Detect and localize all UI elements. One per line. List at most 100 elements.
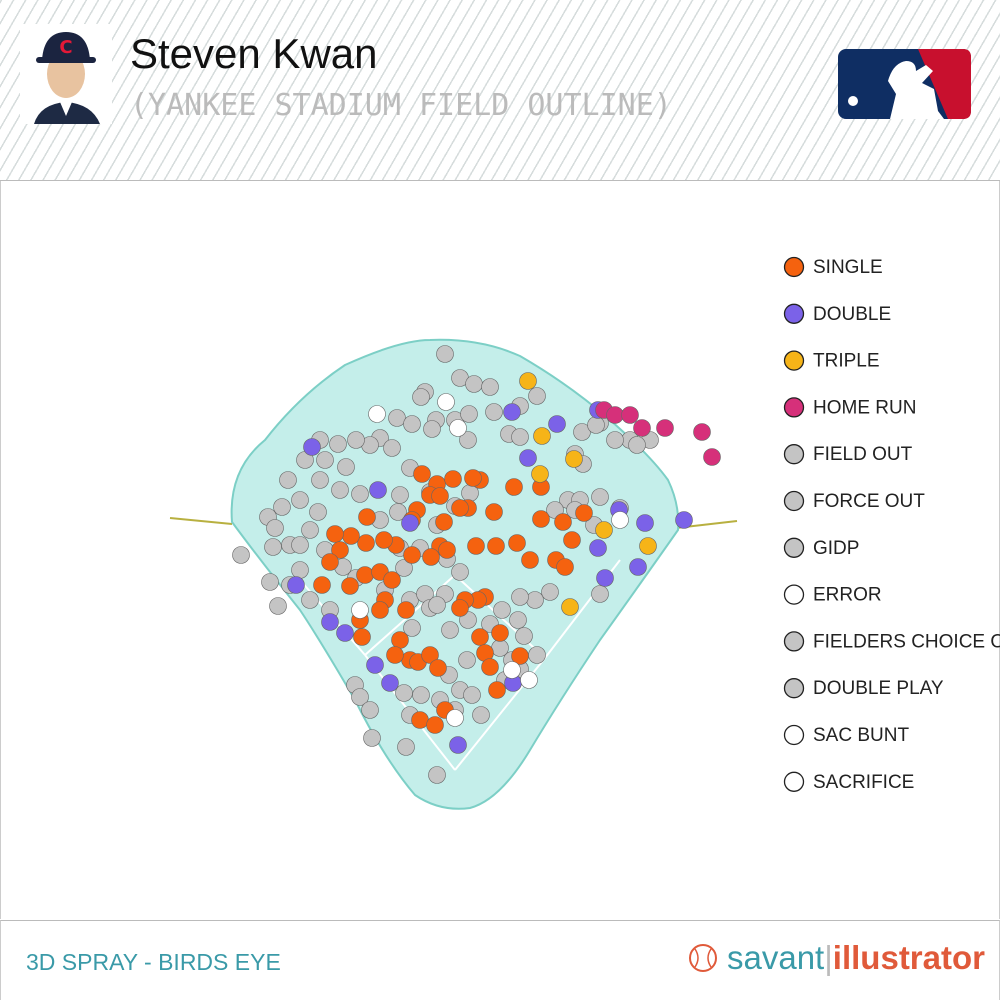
- hit-dot: [446, 709, 464, 727]
- hit-dot: [463, 686, 481, 704]
- hit-dot: [491, 639, 509, 657]
- hit-dot: [505, 478, 523, 496]
- hit-dot: [412, 686, 430, 704]
- hit-dot: [636, 514, 654, 532]
- hit-dot: [356, 566, 374, 584]
- hit-dot: [521, 551, 539, 569]
- hit-dot: [428, 596, 446, 614]
- legend-label: FORCE OUT: [813, 491, 925, 512]
- hit-dot: [526, 591, 544, 609]
- hit-dot: [358, 508, 376, 526]
- hit-dot: [301, 591, 319, 609]
- hit-dot: [519, 449, 537, 467]
- hit-dot: [429, 659, 447, 677]
- hit-dot: [311, 471, 329, 489]
- hit-dot: [441, 621, 459, 639]
- hit-dot: [485, 403, 503, 421]
- hit-dot: [451, 563, 469, 581]
- legend-marker: [783, 444, 805, 465]
- legend-marker: [783, 490, 805, 512]
- hit-dot: [397, 738, 415, 756]
- hit-dot: [563, 531, 581, 549]
- hit-dot: [528, 387, 546, 405]
- hit-dot: [589, 539, 607, 557]
- legend-marker: [783, 631, 805, 652]
- hit-dot: [472, 706, 490, 724]
- hit-dot: [508, 534, 526, 552]
- hit-dot: [403, 619, 421, 637]
- hit-dot: [503, 661, 521, 679]
- hit-dot: [375, 531, 393, 549]
- hit-dot: [363, 729, 381, 747]
- hit-dot: [591, 585, 609, 603]
- hit-dot: [460, 405, 478, 423]
- hit-dot: [395, 684, 413, 702]
- mlb-logo: [838, 49, 971, 119]
- hit-dot: [621, 406, 639, 424]
- hit-dot: [675, 511, 693, 529]
- hit-dot: [326, 525, 344, 543]
- footer: 3D SPRAY - BIRDS EYE savant|illustrator: [0, 920, 1000, 1000]
- hit-dot: [628, 436, 646, 454]
- hit-dot: [703, 448, 721, 466]
- hit-dot: [587, 416, 605, 434]
- hit-dot: [531, 465, 549, 483]
- legend-label: FIELDERS CHOICE OUT: [813, 631, 1000, 652]
- hit-dot: [291, 561, 309, 579]
- player-photo: C: [20, 24, 112, 124]
- hit-dot: [548, 415, 566, 433]
- hit-dot: [321, 613, 339, 631]
- legend-marker: [783, 678, 805, 699]
- hit-dot: [471, 628, 489, 646]
- hit-dot: [291, 491, 309, 509]
- hit-dot: [397, 601, 415, 619]
- foul-line: [169, 517, 233, 525]
- hit-dot: [509, 611, 527, 629]
- hit-dot: [341, 577, 359, 595]
- hit-dot: [556, 558, 574, 576]
- legend-label: DOUBLE: [813, 304, 891, 325]
- hit-dot: [575, 504, 593, 522]
- hit-dot: [321, 553, 339, 571]
- hit-dot: [437, 393, 455, 411]
- hit-dot: [279, 471, 297, 489]
- hit-dot: [444, 470, 462, 488]
- hit-dot: [357, 534, 375, 552]
- hit-dot: [488, 681, 506, 699]
- hit-dot: [264, 538, 282, 556]
- hit-dot: [361, 701, 379, 719]
- hit-dot: [428, 766, 446, 784]
- hit-dot: [391, 486, 409, 504]
- legend-label: SAC BUNT: [813, 725, 909, 746]
- hit-dot: [639, 537, 657, 555]
- hit-dot: [491, 624, 509, 642]
- hit-dot: [573, 423, 591, 441]
- hit-dot: [528, 646, 546, 664]
- hit-dot: [565, 450, 583, 468]
- hit-dot: [464, 469, 482, 487]
- hit-dot: [383, 571, 401, 589]
- logo-left: savant: [726, 939, 825, 976]
- hit-dot: [412, 388, 430, 406]
- hit-dot: [422, 548, 440, 566]
- subtitle: (YANKEE STADIUM FIELD OUTLINE): [130, 88, 672, 123]
- hit-dot: [342, 527, 360, 545]
- hit-dot: [353, 628, 371, 646]
- hit-dot: [481, 658, 499, 676]
- footer-title: 3D SPRAY - BIRDS EYE: [26, 949, 281, 975]
- hit-dot: [316, 451, 334, 469]
- hit-dot: [331, 541, 349, 559]
- hit-dot: [633, 419, 651, 437]
- hit-dot: [388, 409, 406, 427]
- hit-dot: [351, 601, 369, 619]
- hit-dot: [313, 576, 331, 594]
- hit-dot: [381, 674, 399, 692]
- hit-dot: [533, 427, 551, 445]
- legend-label: GIDP: [813, 538, 859, 559]
- hit-dot: [351, 485, 369, 503]
- hit-dot: [656, 419, 674, 437]
- hit-dot: [606, 431, 624, 449]
- hit-dot: [451, 599, 469, 617]
- hit-dot: [561, 598, 579, 616]
